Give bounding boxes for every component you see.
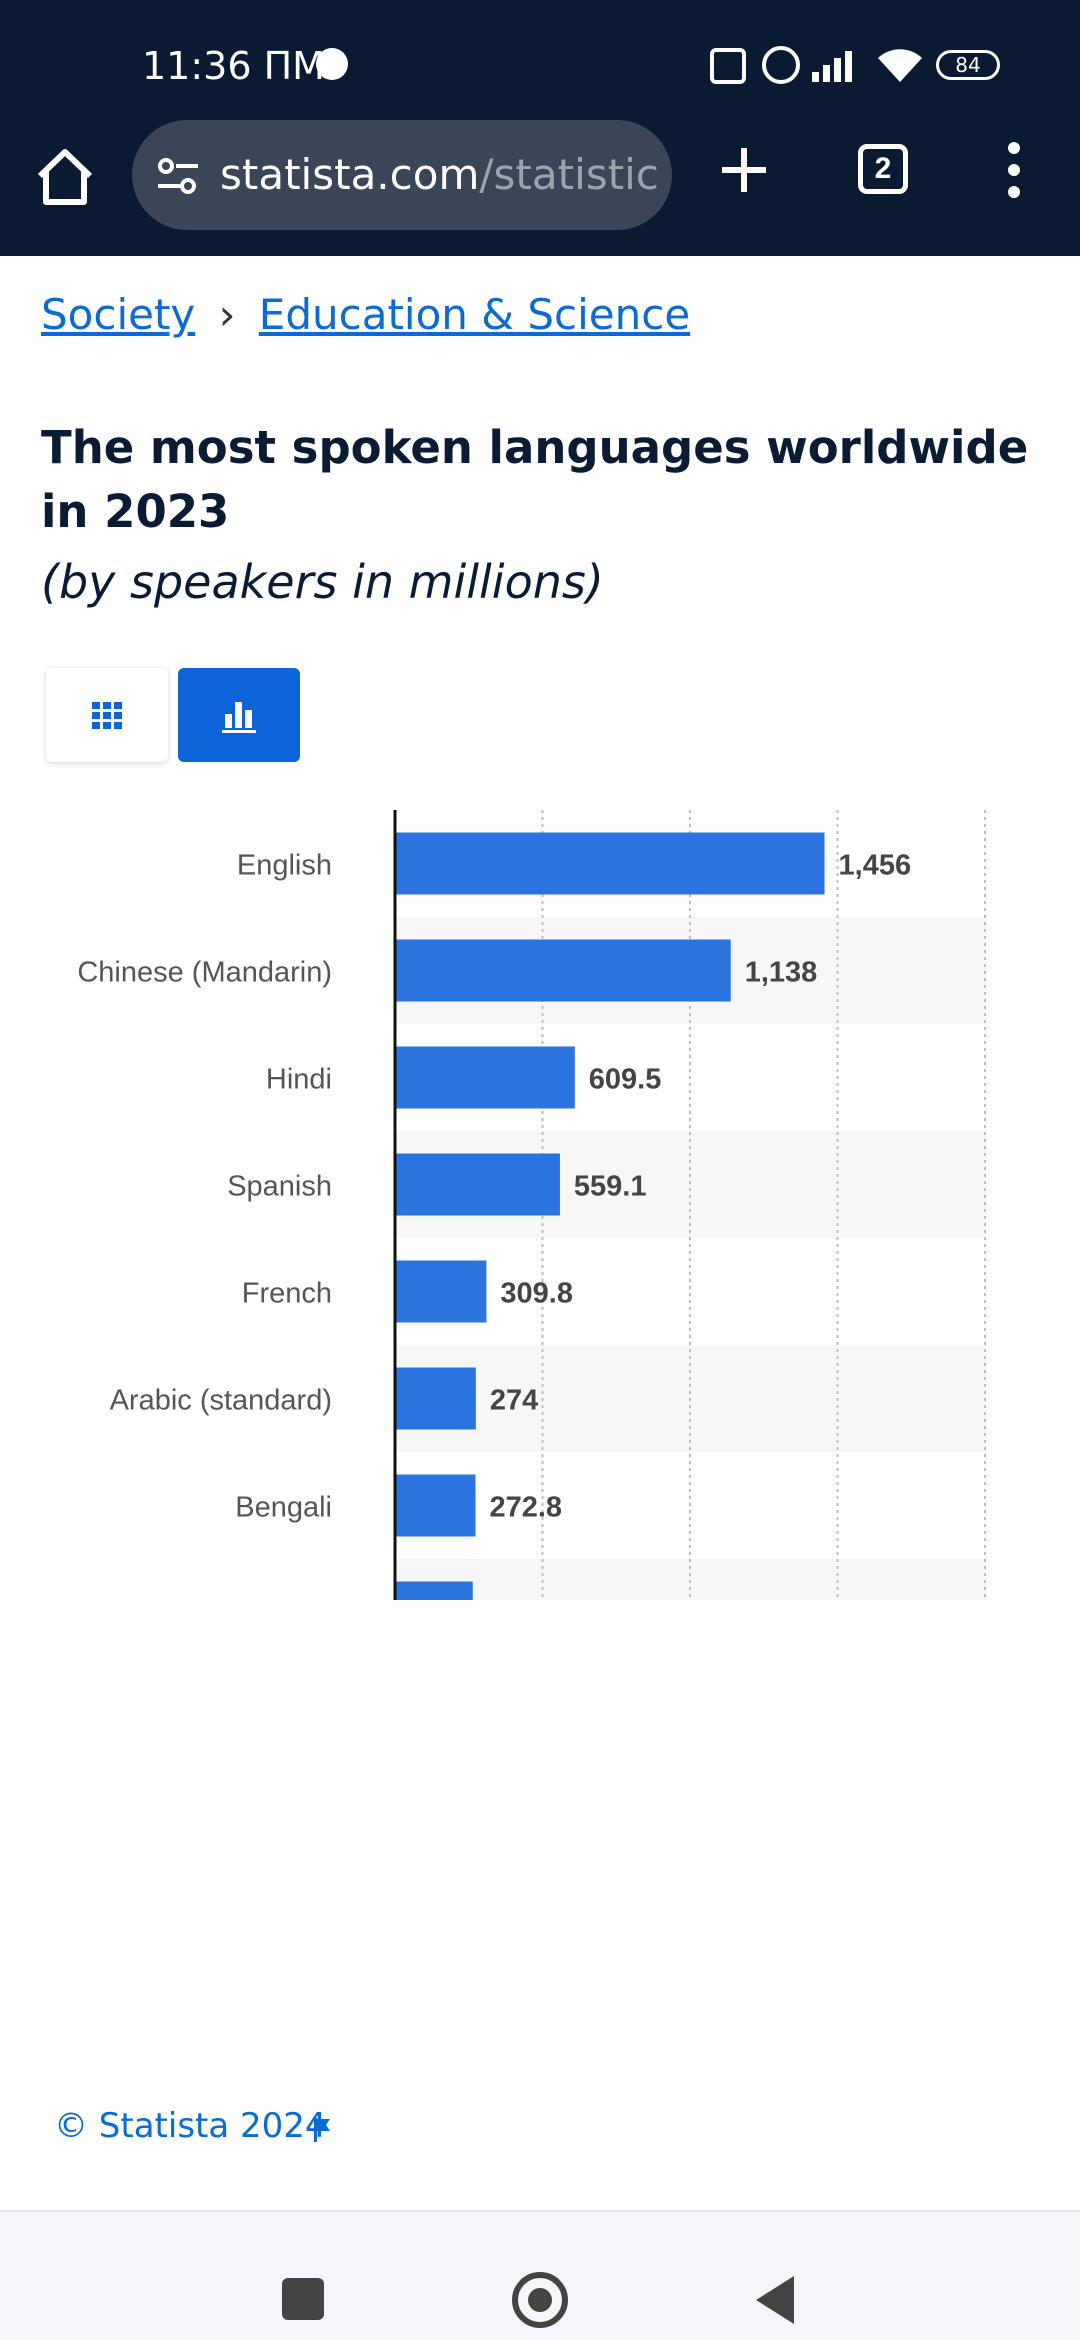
- table-view-button[interactable]: [46, 668, 168, 762]
- statista-copyright: © Statista 2024: [54, 2106, 327, 2146]
- chart-view-button[interactable]: [178, 668, 300, 762]
- overflow-menu-icon[interactable]: [1000, 142, 1028, 202]
- category-label: Arabic (standard): [110, 1385, 332, 1417]
- row-band: [395, 1559, 985, 1600]
- url-path: /statistics: [479, 150, 660, 199]
- nfc-icon: [710, 48, 746, 84]
- browser-toolbar: statista.com/statistics 2: [0, 120, 1080, 256]
- messenger-icon: [316, 48, 348, 80]
- home-button[interactable]: [512, 2272, 568, 2328]
- value-label: 609.5: [589, 1064, 662, 1096]
- category-label: French: [242, 1278, 332, 1310]
- category-label: Hindi: [266, 1064, 332, 1096]
- flag-icon[interactable]: [312, 2116, 332, 2144]
- category-label: Bengali: [235, 1492, 332, 1524]
- bar: [395, 1368, 476, 1430]
- page-title: The most spoken languages worldwide in 2…: [41, 416, 1041, 544]
- bar: [395, 833, 825, 895]
- bar: [395, 1154, 560, 1216]
- value-label: 1,138: [745, 957, 818, 989]
- category-label: Chinese (Mandarin): [77, 957, 332, 989]
- url-host: statista.com: [220, 150, 479, 199]
- status-bar: 11:36 ПМ 84: [0, 0, 1080, 120]
- category-label: Spanish: [227, 1171, 332, 1203]
- category-label: English: [237, 850, 332, 882]
- alarm-icon: [762, 46, 800, 84]
- home-icon[interactable]: [34, 146, 96, 208]
- value-label: 263.6: [487, 1599, 560, 1601]
- value-label: 309.8: [500, 1278, 573, 1310]
- bar-chart-icon: [178, 668, 300, 762]
- url-text: statista.com/statistics: [220, 150, 660, 202]
- recents-button[interactable]: [282, 2278, 324, 2320]
- back-button[interactable]: [756, 2276, 794, 2324]
- top-bar: 11:36 ПМ 84 statista.com/statistics: [0, 0, 1080, 256]
- bar: [395, 940, 731, 1002]
- breadcrumb-separator: ›: [219, 290, 236, 339]
- value-label: 272.8: [489, 1492, 562, 1524]
- wifi-icon: [876, 46, 924, 84]
- value-label: 274: [490, 1385, 538, 1417]
- value-label: 1,456: [839, 850, 912, 882]
- breadcrumb-society-link[interactable]: Society: [41, 290, 195, 339]
- grid-icon: [46, 668, 168, 762]
- bar: [395, 1047, 575, 1109]
- bar: [395, 1261, 486, 1323]
- signal-icon: [812, 48, 862, 82]
- value-label: 559.1: [574, 1171, 647, 1203]
- breadcrumb-education-link[interactable]: Education & Science: [259, 290, 690, 339]
- new-tab-icon[interactable]: [716, 142, 772, 198]
- bar-chart: English 1,456 Chinese (Mandarin) 1,138 Hindi…: [0, 800, 1080, 1600]
- category-label: Portuguese: [184, 1599, 332, 1601]
- bar: [395, 1475, 475, 1537]
- battery-icon: 84: [936, 50, 1000, 80]
- bar: [395, 1582, 473, 1601]
- address-bar[interactable]: statista.com/statistics: [132, 120, 672, 230]
- site-settings-icon[interactable]: [156, 156, 200, 196]
- page-subtitle: (by speakers in millions): [41, 555, 604, 609]
- system-nav-bar: [0, 2210, 1080, 2340]
- status-time: 11:36 ПМ: [142, 44, 325, 88]
- tab-switcher-button[interactable]: 2: [858, 144, 908, 194]
- breadcrumb: Society › Education & Science: [41, 290, 690, 339]
